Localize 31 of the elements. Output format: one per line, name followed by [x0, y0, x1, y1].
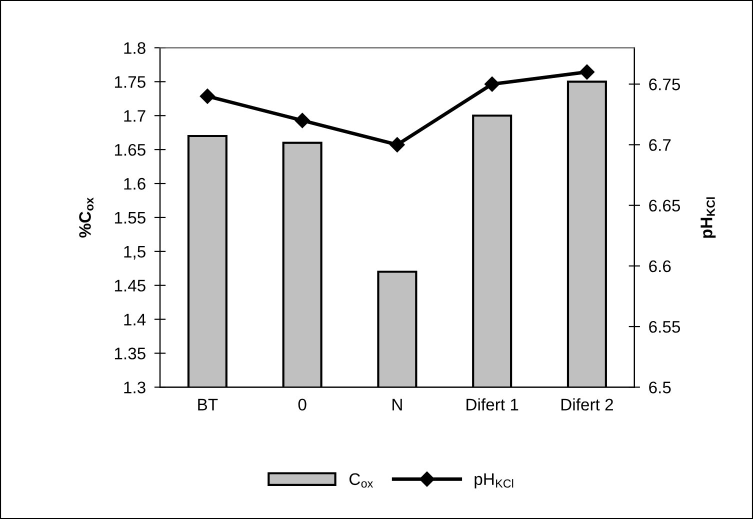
y2-tick-label: 6.65 [649, 200, 680, 212]
y-tick-label: 1.4 [124, 314, 146, 326]
y-axis-title: %C$_{ox}$ [79, 198, 94, 238]
point [390, 137, 405, 152]
point [484, 76, 500, 92]
y-tick-label: 1.45 [114, 280, 146, 292]
y2-tick-label: 6.7 [649, 139, 671, 151]
legend-label: pH$_{KCl}$ [474, 473, 514, 488]
point [579, 64, 595, 80]
y2-axis-title: pH$_{KCl}$ [700, 197, 716, 238]
y-tick-label: 1.55 [114, 212, 146, 224]
x-tick-label: Difert 1 [466, 398, 518, 411]
x-tick-label: 0 [298, 398, 306, 411]
y-tick-label: 1.6 [124, 178, 146, 190]
x-tick-label: BT [198, 398, 218, 410]
legend-label: C$_{ox}$ [349, 473, 374, 488]
y-tick-label: 1.35 [114, 348, 146, 360]
point [294, 112, 310, 128]
y2-tick-label: 6.6 [649, 260, 671, 272]
y-tick-label: 1,5 [124, 246, 146, 260]
y-tick-label: 1.8 [124, 42, 146, 54]
y2-tick-label: 6.5 [649, 382, 671, 394]
y-tick-label: 1.3 [124, 382, 146, 394]
x-tick-label: Difert 2 [561, 398, 613, 411]
point [200, 88, 216, 104]
y-tick-label: 1.7 [124, 110, 146, 122]
x-tick-label: N [392, 398, 402, 410]
y2-tick-label: 6.75 [649, 78, 680, 90]
y-tick-label: 1.75 [114, 76, 146, 88]
y-tick-label: 1.65 [114, 144, 146, 156]
y2-tick-label: 6.55 [649, 320, 680, 333]
